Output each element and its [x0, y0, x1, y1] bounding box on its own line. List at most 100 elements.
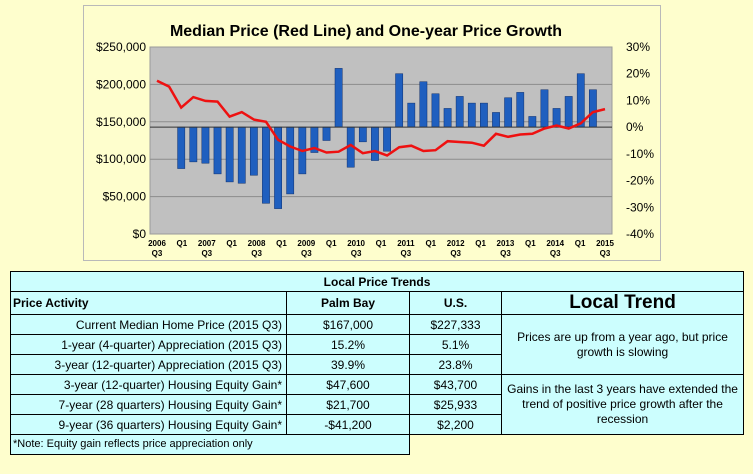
growth-bar — [504, 97, 513, 128]
x-tick-label: Q1 — [376, 239, 387, 248]
chart-frame: Median Price (Red Line) and One-year Pri… — [83, 5, 661, 261]
growth-bar — [419, 81, 428, 128]
x-tick-label: 2010 — [347, 239, 365, 248]
growth-bar — [528, 116, 537, 128]
right-tick-label: -30% — [626, 200, 654, 214]
growth-bar — [383, 126, 391, 152]
row-us: 5.1% — [409, 334, 502, 355]
growth-bar — [358, 126, 367, 143]
x-tick-label: Q3 — [550, 249, 561, 258]
row-local: 15.2% — [286, 334, 410, 355]
row-label: 7-year (28 quarters) Housing Equity Gain… — [10, 394, 287, 415]
growth-bar — [237, 126, 246, 184]
x-tick-label: Q1 — [276, 239, 287, 248]
combo-chart: Median Price (Red Line) and One-year Pri… — [96, 23, 654, 258]
x-tick-label: Q1 — [425, 239, 436, 248]
growth-bar — [540, 89, 549, 128]
x-tick-label: 2012 — [447, 239, 465, 248]
right-axis-labels: 30% 20% 10% 0% -10% -20% -30% -40% — [626, 40, 654, 241]
right-tick-label: 30% — [626, 40, 650, 54]
right-tick-label: -20% — [626, 174, 654, 188]
growth-bar — [395, 73, 404, 128]
price-trends-table: Local Price Trends Price Activity Palm B… — [9, 271, 745, 455]
left-tick-label: $100,000 — [96, 152, 146, 166]
growth-bar — [407, 102, 416, 128]
x-tick-label: Q1 — [326, 239, 337, 248]
left-axis-labels: $250,000 $200,000 $150,000 $100,000 $50,000 $… — [96, 40, 146, 241]
x-tick-label: 2015 — [596, 239, 614, 248]
row-us: $227,333 — [409, 314, 502, 335]
x-tick-label: Q1 — [475, 239, 486, 248]
x-tick-label: Q3 — [401, 249, 412, 258]
trend-note-2: Gains in the last 3 years have extended … — [500, 374, 745, 435]
row-us: 23.8% — [409, 354, 502, 375]
table-row: 3-year (12-quarter) Appreciation (2015 Q… — [10, 354, 744, 375]
x-tick-label: Q1 — [177, 239, 188, 248]
growth-bar — [213, 126, 222, 175]
x-tick-label: Q3 — [152, 249, 163, 258]
table-title: Local Price Trends — [9, 271, 745, 292]
col-header-trend: Local Trend — [500, 291, 745, 315]
table-row: 1-year (4-quarter) Appreciation (2015 Q3… — [10, 334, 744, 355]
right-tick-label: 0% — [626, 120, 644, 134]
table-row: Current Median Home Price (2015 Q3) $167… — [10, 314, 745, 375]
x-tick-label: 2009 — [297, 239, 315, 248]
growth-bar — [189, 126, 198, 163]
growth-bar — [249, 126, 258, 176]
left-tick-label: $50,000 — [103, 190, 147, 204]
x-tick-label: 2011 — [397, 239, 415, 248]
x-tick-label: 2006 — [148, 239, 166, 248]
x-tick-label: Q1 — [226, 239, 237, 248]
x-tick-label: Q3 — [351, 249, 362, 258]
table-row: 9-year (36 quarters) Housing Equity Gain… — [10, 414, 744, 435]
growth-bar — [516, 92, 525, 128]
right-tick-label: 20% — [626, 67, 650, 81]
growth-bar — [177, 126, 186, 169]
left-tick-label: $0 — [133, 227, 147, 241]
x-tick-label: Q3 — [301, 249, 312, 258]
right-tick-label: -10% — [626, 147, 654, 161]
row-local: $167,000 — [286, 314, 410, 335]
x-tick-label: 2014 — [546, 239, 564, 248]
table-blank — [410, 435, 744, 455]
growth-bar — [334, 68, 343, 128]
growth-bar — [467, 102, 476, 128]
growth-bar — [480, 102, 488, 128]
x-tick-label: Q3 — [500, 249, 511, 258]
x-tick-label: Q1 — [575, 239, 586, 248]
growth-bar — [443, 108, 452, 128]
right-tick-label: 10% — [626, 93, 650, 107]
row-local: $21,700 — [286, 394, 410, 415]
x-tick-label: Q1 — [525, 239, 536, 248]
growth-bar — [576, 73, 585, 128]
x-tick-label: Q3 — [600, 249, 611, 258]
x-tick-label: 2013 — [497, 239, 515, 248]
row-local: -$41,200 — [286, 414, 410, 435]
left-tick-label: $150,000 — [96, 115, 146, 129]
growth-bar — [262, 126, 270, 204]
row-label: 9-year (36 quarters) Housing Equity Gain… — [10, 414, 287, 435]
row-local: 39.9% — [286, 354, 410, 375]
growth-bar — [201, 126, 210, 164]
x-tick-label: Q3 — [251, 249, 262, 258]
right-tick-label: -40% — [626, 227, 654, 241]
row-label: 1-year (4-quarter) Appreciation (2015 Q3… — [10, 334, 287, 355]
growth-bar — [371, 126, 379, 161]
table-footnote: *Note: Equity gain reflects price apprec… — [10, 434, 410, 455]
growth-bar — [589, 89, 597, 128]
left-tick-label: $250,000 — [96, 40, 146, 54]
median-price-line — [156, 79, 606, 157]
growth-bar — [455, 96, 464, 128]
growth-bar — [322, 126, 331, 141]
x-tick-label: 2007 — [198, 239, 216, 248]
row-us: $25,933 — [409, 394, 502, 415]
growth-bar — [492, 112, 500, 128]
col-header-local: Palm Bay — [286, 291, 410, 315]
growth-bar — [225, 126, 234, 183]
x-tick-label: Q3 — [201, 249, 212, 258]
row-label: 3-year (12-quarter) Housing Equity Gain* — [10, 374, 287, 395]
table-row: 3-year (12-quarter) Housing Equity Gain*… — [10, 374, 745, 435]
row-us: $43,700 — [409, 374, 502, 395]
growth-bar — [564, 96, 573, 128]
